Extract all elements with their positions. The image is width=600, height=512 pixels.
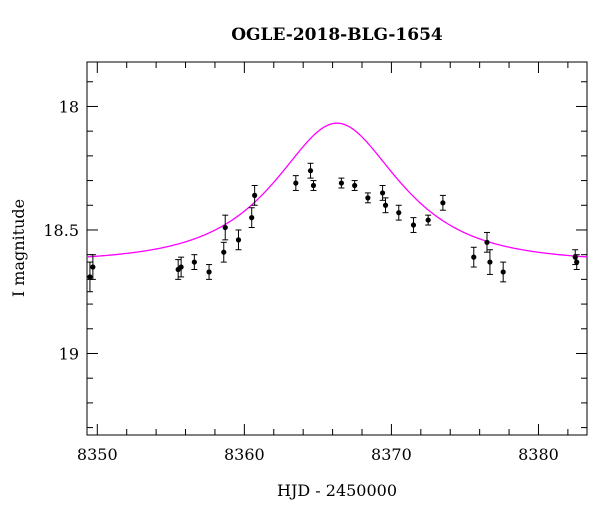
y-axis-ticks (87, 81, 587, 429)
chart-title: OGLE-2018-BLG-1654 (231, 25, 443, 45)
data-point (470, 246, 477, 268)
point-marker (87, 274, 93, 280)
y-axis-tick-labels: 18 18.5 19 (43, 97, 79, 363)
data-point (310, 180, 317, 191)
data-point (500, 261, 507, 283)
point-marker (222, 224, 228, 231)
point-marker (90, 264, 96, 270)
model-curve (86, 122, 588, 258)
data-point (573, 254, 580, 270)
x-tick-label: 8360 (224, 445, 265, 464)
y-tick-label: 19 (59, 344, 79, 363)
data-point (206, 264, 213, 280)
data-point (251, 185, 258, 206)
data-point (89, 254, 96, 280)
point-marker (487, 259, 493, 265)
data-point (395, 204, 402, 221)
point-marker (191, 259, 197, 265)
point-marker (293, 180, 299, 186)
point-marker (425, 217, 431, 223)
point-marker (379, 190, 386, 196)
plot-border (86, 61, 588, 436)
data-point (235, 229, 242, 251)
point-marker (178, 264, 184, 270)
point-marker (307, 168, 314, 174)
point-marker (396, 210, 402, 216)
data-point (410, 217, 417, 233)
point-marker (484, 239, 490, 245)
data-point (486, 249, 493, 275)
point-marker (235, 237, 242, 243)
data-point (220, 241, 227, 263)
data-point (191, 254, 198, 270)
point-marker (252, 192, 258, 198)
point-marker (249, 215, 255, 221)
data-point (425, 214, 432, 226)
y-axis-label: I magnitude (9, 199, 28, 297)
data-point (222, 214, 229, 241)
data-point (248, 207, 255, 229)
point-marker (471, 254, 477, 260)
data-point (338, 177, 345, 189)
point-marker (574, 259, 580, 265)
data-points-layer (86, 162, 580, 293)
x-axis-ticks (96, 62, 569, 435)
point-marker (410, 222, 417, 228)
point-marker (206, 269, 212, 275)
model-curve-layer (86, 122, 588, 258)
y-tick-label: 18.5 (43, 221, 79, 240)
point-marker (440, 200, 446, 206)
point-marker (365, 195, 371, 201)
data-point (439, 194, 446, 211)
point-marker (310, 182, 317, 189)
x-tick-label: 8380 (518, 445, 559, 464)
point-marker (352, 182, 358, 189)
x-axis-tick-labels: 8350 8360 8370 8380 (77, 445, 559, 464)
data-point (86, 261, 93, 293)
data-point (364, 192, 371, 204)
plot-frame (86, 61, 588, 436)
data-point (351, 180, 358, 191)
data-point (307, 162, 314, 179)
point-marker (382, 202, 389, 208)
x-tick-label: 8350 (77, 445, 118, 464)
data-point (484, 231, 490, 253)
point-marker (221, 249, 227, 255)
y-tick-label: 18 (59, 97, 79, 116)
data-point (178, 256, 185, 278)
x-axis-label: HJD - 2450000 (277, 481, 397, 500)
data-point (382, 197, 389, 214)
point-marker (500, 269, 506, 275)
point-marker (338, 180, 345, 186)
x-tick-label: 8370 (371, 445, 412, 464)
data-point (292, 175, 299, 191)
